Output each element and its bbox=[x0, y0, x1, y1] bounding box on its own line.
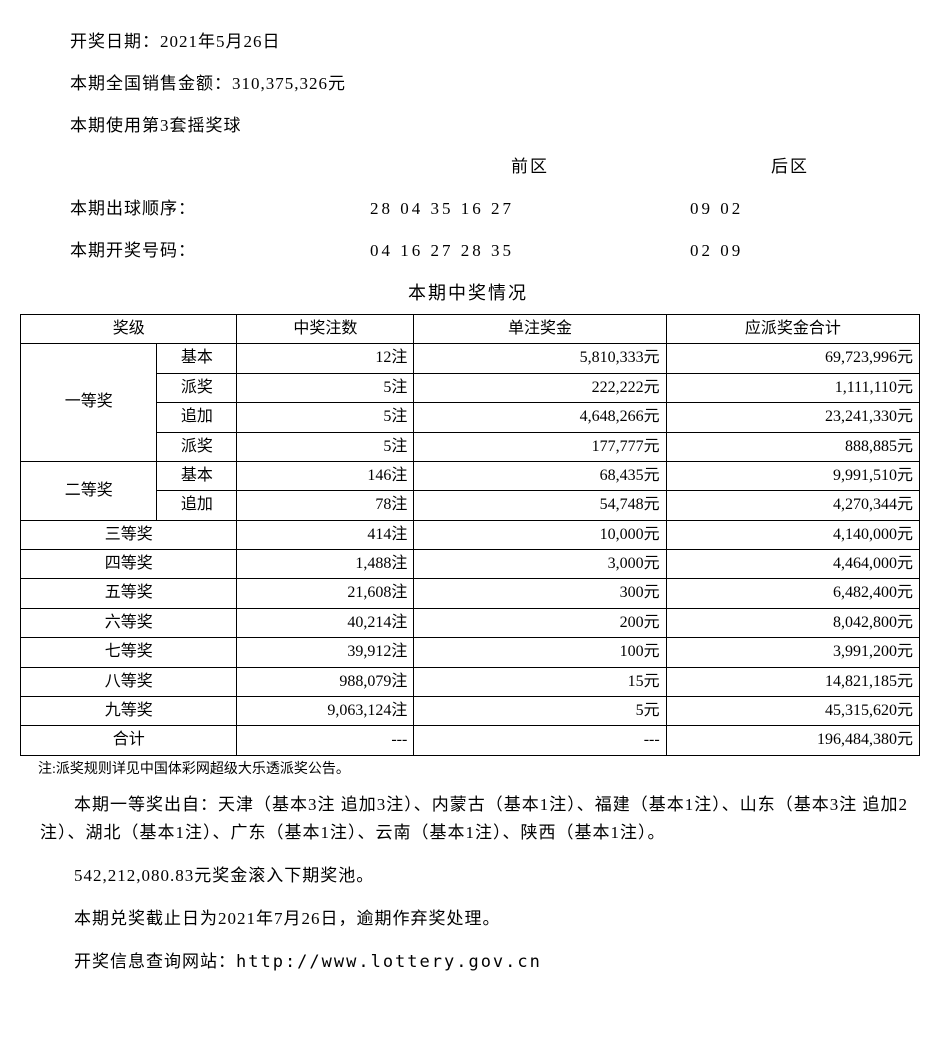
cell-count: 146注 bbox=[237, 461, 414, 490]
draw-order-front: 28 04 35 16 27 bbox=[370, 197, 690, 221]
cell-total: 1,111,110元 bbox=[666, 373, 919, 402]
cell-unit: 177,777元 bbox=[414, 432, 666, 461]
cell-count: 414注 bbox=[237, 520, 414, 549]
draw-order-back: 09 02 bbox=[690, 197, 890, 221]
table-row: 九等奖9,063,124注5元45,315,620元 bbox=[21, 697, 920, 726]
table-title: 本期中奖情况 bbox=[20, 281, 916, 306]
cell-total: 45,315,620元 bbox=[666, 697, 919, 726]
cell-count: 5注 bbox=[237, 432, 414, 461]
header-level: 奖级 bbox=[21, 314, 237, 343]
result-front: 04 16 27 28 35 bbox=[370, 239, 690, 263]
cell-count: 5注 bbox=[237, 403, 414, 432]
table-row: 一等奖基本12注5,810,333元69,723,996元 bbox=[21, 344, 920, 373]
cell-count: 21,608注 bbox=[237, 579, 414, 608]
cell-total: 888,885元 bbox=[666, 432, 919, 461]
result-back: 02 09 bbox=[690, 239, 890, 263]
cell-total: 69,723,996元 bbox=[666, 344, 919, 373]
cell-unit: 300元 bbox=[414, 579, 666, 608]
cell-total: 6,482,400元 bbox=[666, 579, 919, 608]
table-row: 合计------196,484,380元 bbox=[21, 726, 920, 755]
table-row: 五等奖21,608注300元6,482,400元 bbox=[21, 579, 920, 608]
cell-total: 3,991,200元 bbox=[666, 638, 919, 667]
header-unit: 单注奖金 bbox=[414, 314, 666, 343]
cell-sub: 基本 bbox=[157, 344, 237, 373]
draw-date: 开奖日期：2021年5月26日 bbox=[70, 30, 916, 54]
footnote: 注:派奖规则详见中国体彩网超级大乐透派奖公告。 bbox=[38, 760, 916, 780]
empty-label bbox=[20, 155, 370, 179]
cell-level: 九等奖 bbox=[21, 697, 237, 726]
cell-level: 二等奖 bbox=[21, 461, 157, 520]
header-total: 应派奖金合计 bbox=[666, 314, 919, 343]
table-row: 六等奖40,214注200元8,042,800元 bbox=[21, 608, 920, 637]
cell-sub: 基本 bbox=[157, 461, 237, 490]
cell-unit: 5,810,333元 bbox=[414, 344, 666, 373]
cell-unit: 68,435元 bbox=[414, 461, 666, 490]
cell-total: 14,821,185元 bbox=[666, 667, 919, 696]
cell-unit: 15元 bbox=[414, 667, 666, 696]
cell-count: 988,079注 bbox=[237, 667, 414, 696]
cell-count: 78注 bbox=[237, 491, 414, 520]
sales-amount: 本期全国销售金额：310,375,326元 bbox=[70, 72, 916, 96]
rollover-paragraph: 542,212,080.83元奖金滚入下期奖池。 bbox=[40, 862, 916, 889]
cell-unit: 5元 bbox=[414, 697, 666, 726]
numbers-section: 前区 后区 本期出球顺序： 28 04 35 16 27 09 02 本期开奖号… bbox=[20, 155, 916, 262]
cell-level: 八等奖 bbox=[21, 667, 237, 696]
deadline-paragraph: 本期兑奖截止日为2021年7月26日，逾期作弃奖处理。 bbox=[40, 905, 916, 932]
header-count: 中奖注数 bbox=[237, 314, 414, 343]
cell-total: 9,991,510元 bbox=[666, 461, 919, 490]
ball-set: 本期使用第3套摇奖球 bbox=[70, 114, 916, 138]
result-label: 本期开奖号码： bbox=[20, 239, 370, 263]
cell-unit: 54,748元 bbox=[414, 491, 666, 520]
cell-count: --- bbox=[237, 726, 414, 755]
draw-order-label: 本期出球顺序： bbox=[20, 197, 370, 221]
back-zone-header: 后区 bbox=[690, 155, 890, 179]
cell-total: 4,270,344元 bbox=[666, 491, 919, 520]
cell-unit: --- bbox=[414, 726, 666, 755]
cell-sub: 派奖 bbox=[157, 432, 237, 461]
cell-count: 9,063,124注 bbox=[237, 697, 414, 726]
cell-unit: 3,000元 bbox=[414, 550, 666, 579]
cell-level: 合计 bbox=[21, 726, 237, 755]
table-row: 八等奖988,079注15元14,821,185元 bbox=[21, 667, 920, 696]
cell-count: 39,912注 bbox=[237, 638, 414, 667]
cell-level: 四等奖 bbox=[21, 550, 237, 579]
cell-total: 23,241,330元 bbox=[666, 403, 919, 432]
cell-level: 五等奖 bbox=[21, 579, 237, 608]
cell-total: 8,042,800元 bbox=[666, 608, 919, 637]
cell-unit: 4,648,266元 bbox=[414, 403, 666, 432]
cell-total: 4,140,000元 bbox=[666, 520, 919, 549]
table-row: 三等奖414注10,000元4,140,000元 bbox=[21, 520, 920, 549]
cell-sub: 追加 bbox=[157, 403, 237, 432]
winners-paragraph: 本期一等奖出自：天津（基本3注 追加3注）、内蒙古（基本1注）、福建（基本1注）… bbox=[40, 791, 916, 845]
table-row: 七等奖39,912注100元3,991,200元 bbox=[21, 638, 920, 667]
cell-count: 12注 bbox=[237, 344, 414, 373]
website-paragraph: 开奖信息查询网站：http://www.lottery.gov.cn bbox=[40, 948, 916, 976]
cell-count: 5注 bbox=[237, 373, 414, 402]
cell-count: 40,214注 bbox=[237, 608, 414, 637]
cell-level: 三等奖 bbox=[21, 520, 237, 549]
cell-level: 七等奖 bbox=[21, 638, 237, 667]
cell-level: 六等奖 bbox=[21, 608, 237, 637]
cell-unit: 10,000元 bbox=[414, 520, 666, 549]
cell-sub: 追加 bbox=[157, 491, 237, 520]
cell-total: 196,484,380元 bbox=[666, 726, 919, 755]
cell-unit: 222,222元 bbox=[414, 373, 666, 402]
cell-unit: 100元 bbox=[414, 638, 666, 667]
table-row: 四等奖1,488注3,000元4,464,000元 bbox=[21, 550, 920, 579]
cell-unit: 200元 bbox=[414, 608, 666, 637]
front-zone-header: 前区 bbox=[370, 155, 690, 179]
table-row: 二等奖基本146注68,435元9,991,510元 bbox=[21, 461, 920, 490]
website-prefix: 开奖信息查询网站： bbox=[74, 952, 236, 971]
table-header-row: 奖级 中奖注数 单注奖金 应派奖金合计 bbox=[21, 314, 920, 343]
prize-table: 奖级 中奖注数 单注奖金 应派奖金合计 一等奖基本12注5,810,333元69… bbox=[20, 314, 920, 756]
website-url: http://www.lottery.gov.cn bbox=[236, 952, 542, 972]
cell-total: 4,464,000元 bbox=[666, 550, 919, 579]
cell-sub: 派奖 bbox=[157, 373, 237, 402]
cell-level: 一等奖 bbox=[21, 344, 157, 462]
cell-count: 1,488注 bbox=[237, 550, 414, 579]
